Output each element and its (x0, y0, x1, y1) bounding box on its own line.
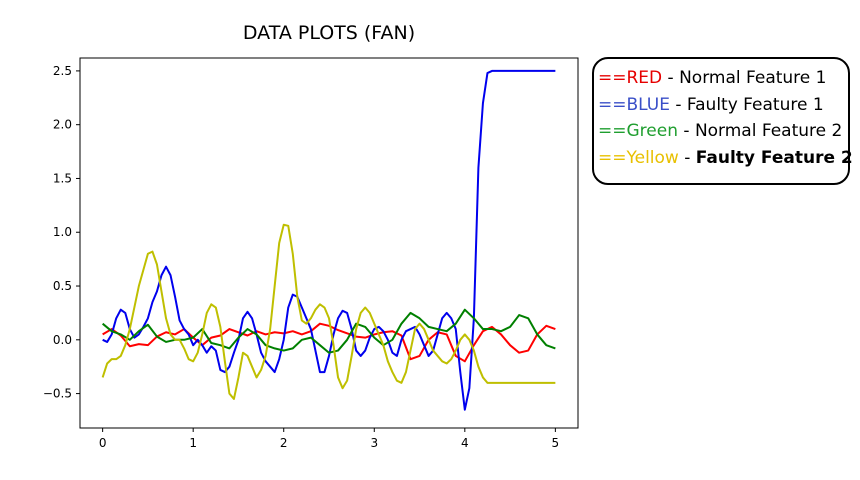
x-tick-label: 5 (552, 436, 560, 450)
legend-desc: Normal Feature 1 (679, 68, 827, 88)
x-tick-label: 0 (99, 436, 107, 450)
legend-separator: - (683, 121, 695, 141)
x-tick-label: 2 (280, 436, 288, 450)
legend-entry-red: ==RED - Normal Feature 1 (598, 65, 848, 92)
series-line-4 (101, 223, 556, 400)
x-axis: 0 1 2 3 4 5 (99, 428, 559, 450)
legend: ==RED - Normal Feature 1 ==BLUE - Faulty… (592, 57, 853, 185)
legend-desc: Faulty Feature 2 (695, 147, 853, 168)
y-tick-label: 2.5 (53, 64, 72, 78)
legend-key: ==BLUE (598, 94, 670, 115)
y-tick-label: 0.5 (53, 279, 72, 293)
y-tick-label: 1.0 (53, 225, 72, 239)
legend-key: ==Green (598, 121, 678, 141)
y-tick-label: 1.5 (53, 171, 72, 185)
series-line-1 (102, 322, 556, 363)
x-tick-label: 1 (189, 436, 197, 450)
legend-separator: - (684, 147, 696, 168)
legend-key: ==RED (598, 68, 663, 88)
x-tick-label: 3 (370, 436, 378, 450)
y-tick-label: 0.0 (53, 333, 72, 347)
plot-frame (79, 57, 579, 429)
legend-key: ==Yellow (598, 147, 679, 168)
plot-lines (101, 69, 556, 411)
legend-entry-green: ==Green - Normal Feature 2 (598, 118, 848, 145)
legend-entry-blue: ==BLUE - Faulty Feature 1 (598, 92, 848, 119)
y-axis: −0.5 0.0 0.5 1.0 1.5 2.0 2.5 (43, 64, 80, 401)
chart-title: DATA PLOTS (FAN) (242, 22, 416, 44)
legend-desc: Normal Feature 2 (694, 121, 843, 141)
series-line-2 (102, 69, 556, 411)
y-tick-label: 2.0 (53, 118, 72, 132)
legend-desc: Faulty Feature 1 (686, 94, 824, 115)
y-tick-label: −0.5 (43, 387, 72, 401)
legend-entry-yellow: ==Yellow - Faulty Feature 2 (598, 145, 853, 172)
x-tick-label: 4 (461, 436, 469, 450)
legend-separator: - (675, 94, 687, 115)
legend-separator: - (667, 68, 680, 88)
